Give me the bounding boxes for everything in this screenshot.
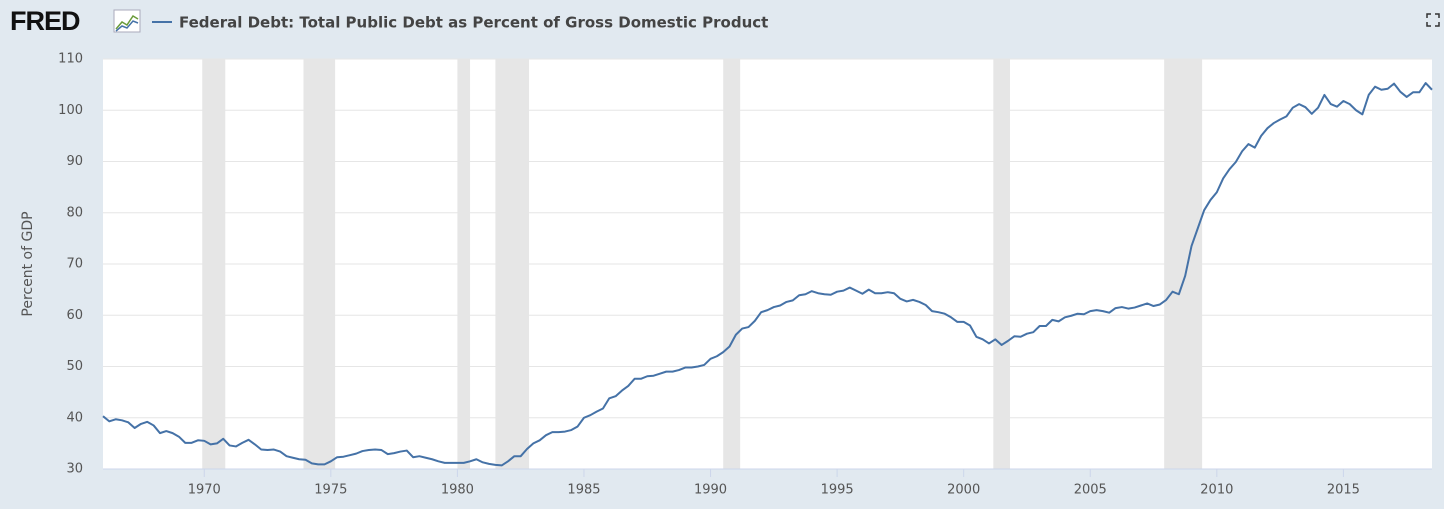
x-tick-label: 2000 bbox=[947, 483, 980, 498]
y-tick-label: 90 bbox=[66, 154, 83, 169]
y-tick-label: 100 bbox=[58, 103, 83, 118]
x-tick-label: 2010 bbox=[1200, 483, 1233, 498]
x-tick-label: 1975 bbox=[314, 483, 347, 498]
y-tick-label: 110 bbox=[58, 52, 83, 67]
brand-logo: FRED bbox=[10, 6, 80, 36]
x-tick-label: 1970 bbox=[188, 483, 221, 498]
fullscreen-icon[interactable] bbox=[1426, 13, 1440, 27]
y-tick-label: 60 bbox=[66, 308, 83, 323]
y-axis-title: Percent of GDP bbox=[20, 211, 36, 316]
x-tick-label: 2015 bbox=[1327, 483, 1360, 498]
logo-icon bbox=[113, 9, 141, 33]
y-tick-label: 50 bbox=[66, 359, 83, 374]
y-tick-label: 30 bbox=[66, 462, 83, 477]
x-tick-label: 1980 bbox=[441, 483, 474, 498]
x-tick-label: 1990 bbox=[694, 483, 727, 498]
y-tick-label: 70 bbox=[66, 257, 83, 272]
data-line bbox=[102, 82, 1433, 467]
legend-label: Federal Debt: Total Public Debt as Perce… bbox=[179, 14, 768, 32]
y-tick-label: 80 bbox=[66, 205, 83, 220]
x-tick-label: 1985 bbox=[567, 483, 600, 498]
x-tick-label: 2005 bbox=[1074, 483, 1107, 498]
y-tick-label: 40 bbox=[66, 410, 83, 425]
x-tick-label: 1995 bbox=[821, 483, 854, 498]
